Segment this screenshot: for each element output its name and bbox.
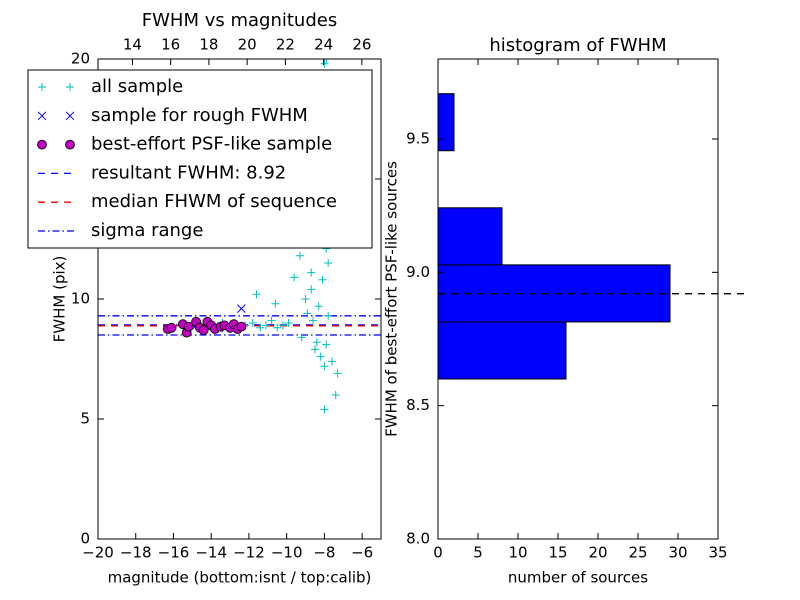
histogram-bar (437, 93, 455, 152)
y-tick-label: 5 (80, 410, 90, 428)
marker-point (297, 333, 306, 342)
marker-point (278, 321, 287, 330)
x2-tick-label: 22 (276, 36, 295, 54)
marker-point (318, 275, 327, 284)
marker-point (273, 323, 282, 332)
x-tick-label: −12 (233, 544, 265, 562)
marker-point (166, 322, 177, 333)
y-axis-label: FWHM (pix) (51, 256, 69, 343)
x-tick-label: −14 (195, 544, 227, 562)
legend-label: best-effort PSF-like sample (91, 134, 332, 155)
y-tick-label: 9.5 (406, 130, 430, 148)
marker-point (256, 323, 265, 332)
marker-point (307, 285, 316, 294)
marker-point (320, 362, 329, 371)
marker-point (324, 259, 333, 267)
x2-tick-label: 24 (314, 36, 333, 54)
x-tick-label: −18 (120, 544, 152, 562)
x2-tick-label: 14 (123, 36, 142, 54)
x-tick-label: 35 (708, 544, 727, 562)
x2-tick-label: 16 (161, 36, 180, 54)
x2-tick-label: 26 (352, 36, 371, 54)
marker-point (309, 316, 318, 325)
chart-title: histogram of FWHM (489, 35, 666, 56)
x2-tick-label: 20 (238, 36, 257, 54)
marker-point (37, 111, 47, 121)
x-tick-label: −8 (313, 544, 335, 562)
marker-point (324, 311, 333, 320)
x-axis-label: magnitude (bottom:isnt / top:calib) (108, 569, 372, 587)
legend: all sample sample for rough FWHM best-effo… (27, 69, 373, 249)
histogram-bar (437, 264, 671, 323)
histogram-bar (437, 321, 567, 380)
marker-point (322, 340, 331, 349)
marker-point (333, 369, 342, 378)
x-tick-label: −6 (351, 544, 373, 562)
marker-point (290, 273, 299, 282)
marker-point (65, 139, 75, 150)
legend-label: sample for rough FWHM (91, 105, 308, 126)
legend-box (27, 69, 373, 249)
y-tick-label: 10 (71, 290, 90, 308)
legend-label: sigma range (91, 220, 203, 241)
legend-label: all sample (91, 76, 183, 97)
y-tick-label: 8.5 (406, 396, 430, 414)
x-tick-label: 0 (433, 544, 443, 562)
marker-point (236, 321, 247, 332)
marker-point (38, 83, 46, 91)
axes-frame (437, 58, 719, 540)
marker-point (198, 325, 209, 336)
marker-point (322, 59, 331, 63)
marker-point (252, 290, 261, 299)
marker-point (301, 295, 310, 303)
y-tick-label: 9.0 (406, 263, 430, 281)
marker-point (284, 319, 293, 327)
y-tick-label: 0 (80, 530, 90, 548)
marker-point (316, 352, 325, 361)
legend-label: median FHWM of sequence (91, 191, 337, 212)
marker-point (310, 345, 319, 354)
y-tick-label: 20 (71, 50, 90, 68)
marker-point (66, 83, 74, 91)
x2-tick-label: 18 (199, 36, 218, 54)
marker-point (183, 321, 194, 332)
marker-point (261, 321, 270, 330)
marker-point (327, 357, 336, 366)
y-axis-label: FWHM of best-effort PSF-like sources (383, 161, 401, 437)
marker-point (37, 139, 47, 150)
marker-point (237, 304, 246, 313)
x-tick-label: 25 (628, 544, 647, 562)
legend-label: resultant FWHM: 8.92 (91, 162, 286, 183)
x-tick-label: 20 (588, 544, 607, 562)
marker-point (271, 299, 280, 308)
histogram-bar (437, 207, 503, 266)
x-tick-label: −10 (271, 544, 303, 562)
marker-point (303, 309, 312, 318)
x-tick-label: 15 (548, 544, 567, 562)
marker-point (267, 316, 276, 325)
x-tick-label: 10 (508, 544, 527, 562)
x-tick-label: 30 (668, 544, 687, 562)
marker-point (331, 391, 340, 399)
marker-point (320, 405, 329, 414)
marker-point (248, 319, 257, 327)
x-tick-label: −16 (158, 544, 190, 562)
marker-point (314, 302, 323, 311)
plot-area (98, 59, 381, 414)
marker-point (65, 111, 75, 121)
x-tick-label: 5 (473, 544, 483, 562)
marker-point (320, 59, 329, 68)
marker-point (312, 338, 321, 347)
chart-title: FWHM vs magnitudes (142, 10, 337, 31)
marker-point (295, 251, 304, 260)
y-tick-label: 8.0 (406, 530, 430, 548)
marker-point (307, 268, 316, 277)
x-axis-label: number of sources (508, 569, 648, 587)
x-tick-label: −20 (82, 544, 114, 562)
